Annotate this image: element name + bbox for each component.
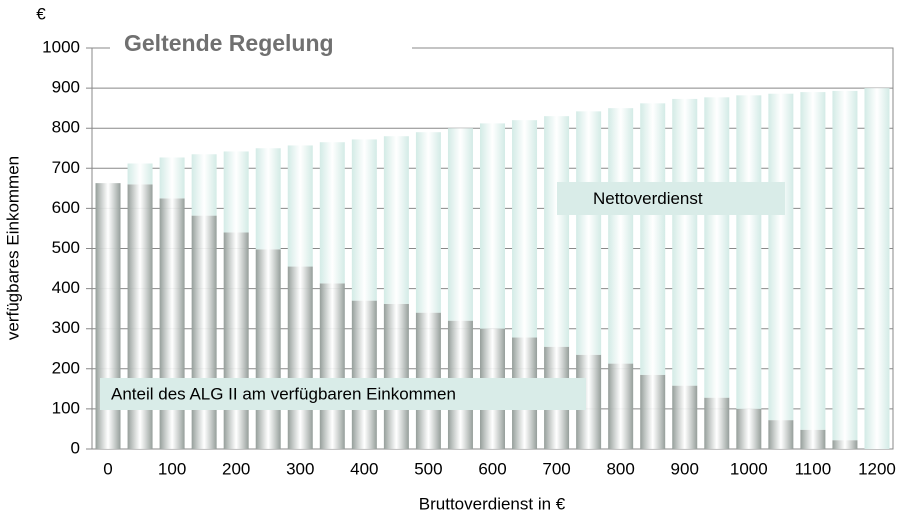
bar-segment bbox=[640, 374, 666, 449]
annotation-box bbox=[557, 182, 785, 215]
bar-segment bbox=[608, 108, 634, 364]
y-tick-label: 400 bbox=[52, 278, 80, 297]
x-tick-label: 100 bbox=[158, 459, 186, 478]
bar-segment bbox=[255, 249, 281, 449]
title-background bbox=[110, 28, 412, 64]
bar-segment bbox=[832, 440, 858, 449]
bar-segment bbox=[159, 157, 185, 199]
bar-segment bbox=[447, 128, 473, 321]
x-tick-label: 600 bbox=[478, 459, 506, 478]
bar-segment bbox=[704, 397, 730, 449]
bar-segment bbox=[127, 163, 153, 185]
bar-segment bbox=[480, 123, 505, 329]
bar-segment bbox=[736, 408, 762, 449]
bar-segment bbox=[223, 232, 249, 449]
x-tick-label: 300 bbox=[286, 459, 314, 478]
y-tick-label: 900 bbox=[52, 78, 80, 97]
bar-segment bbox=[287, 145, 313, 267]
bar-segment bbox=[768, 420, 794, 449]
y-tick-label: 800 bbox=[52, 118, 80, 137]
y-tick-label: 300 bbox=[52, 318, 80, 337]
x-tick-label: 500 bbox=[414, 459, 442, 478]
x-tick-label: 200 bbox=[222, 459, 250, 478]
bar-segment bbox=[672, 98, 698, 386]
bar-segment bbox=[383, 136, 409, 304]
y-tick-label: 700 bbox=[52, 158, 80, 177]
x-tick-label: 700 bbox=[542, 459, 570, 478]
chart-title: Geltende Regelung bbox=[124, 30, 334, 56]
y-axis-label: verfügbares Einkommen bbox=[3, 156, 22, 340]
y-unit: € bbox=[36, 4, 46, 23]
y-tick-label: 0 bbox=[71, 438, 80, 457]
bar-segment bbox=[768, 93, 794, 421]
x-tick-label: 1100 bbox=[795, 459, 832, 478]
bar-segment bbox=[191, 215, 217, 449]
bar-segment bbox=[544, 116, 570, 347]
bar-segment bbox=[223, 151, 249, 233]
y-tick-label: 100 bbox=[52, 398, 80, 417]
bar-segment bbox=[832, 90, 858, 441]
annotation: Nettoverdienst bbox=[593, 189, 703, 208]
bar-segment bbox=[255, 148, 281, 250]
annotation: Anteil des ALG II am verfügbaren Einkomm… bbox=[111, 384, 456, 403]
bar-segment bbox=[800, 92, 826, 430]
y-tick-label: 200 bbox=[52, 358, 80, 377]
bar-segment bbox=[191, 154, 217, 216]
x-tick-label: 800 bbox=[606, 459, 634, 478]
y-tick-label: 1000 bbox=[42, 37, 80, 56]
bar-segment bbox=[351, 300, 377, 449]
bar-segment bbox=[704, 97, 730, 398]
x-axis-label: Bruttoverdienst in € bbox=[419, 494, 566, 513]
y-tick-label: 600 bbox=[52, 198, 80, 217]
bar-segment bbox=[640, 103, 666, 375]
bar-segment bbox=[800, 429, 826, 449]
bar-segment bbox=[319, 283, 345, 449]
bar-segment bbox=[159, 198, 185, 449]
x-tick-label: 400 bbox=[350, 459, 378, 478]
bar-segment bbox=[736, 95, 762, 409]
bar-segment bbox=[287, 266, 313, 449]
bar-segment bbox=[351, 139, 377, 301]
x-tick-label: 1000 bbox=[730, 459, 768, 478]
bar-segment bbox=[319, 142, 345, 284]
bar-segment bbox=[576, 111, 602, 355]
x-tick-label: 1200 bbox=[858, 459, 896, 478]
y-tick-label: 500 bbox=[52, 238, 80, 257]
bar-segment bbox=[672, 385, 698, 449]
bar-segment bbox=[383, 303, 409, 449]
x-tick-label: 900 bbox=[671, 459, 699, 478]
bar-segment bbox=[415, 132, 441, 313]
annotation-box bbox=[100, 378, 586, 410]
bar-segment bbox=[512, 120, 538, 338]
bar-segment bbox=[864, 88, 890, 449]
bar-segment bbox=[608, 363, 634, 449]
x-tick-label: 0 bbox=[103, 459, 112, 478]
